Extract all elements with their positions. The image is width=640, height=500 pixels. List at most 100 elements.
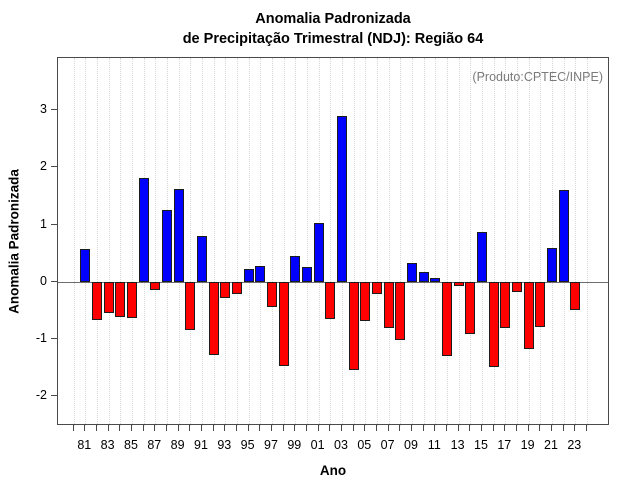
bar-87 <box>150 281 161 291</box>
grid-line <box>587 58 588 426</box>
x-tick <box>154 425 156 431</box>
bar-13 <box>453 281 464 286</box>
grid-line <box>330 58 332 426</box>
grid-line <box>85 58 87 426</box>
x-tick <box>294 425 296 431</box>
x-tick <box>107 425 109 431</box>
grid-line <box>552 58 553 426</box>
bar-94 <box>232 281 242 295</box>
grid-line <box>493 58 495 426</box>
source-annotation: (Produto:CPTEC/INPE) <box>472 70 603 84</box>
x-tick <box>504 425 506 431</box>
x-tick-label: 81 <box>77 438 92 452</box>
chart-title: Anomalia Padronizada <box>255 11 411 27</box>
x-tick-label: 95 <box>240 438 255 452</box>
bar-84 <box>115 281 126 318</box>
x-tick <box>259 425 261 431</box>
bar-95 <box>243 269 254 282</box>
bar-08 <box>395 281 406 341</box>
x-tick <box>399 425 401 431</box>
grid-line <box>458 58 460 426</box>
x-tick <box>364 425 366 431</box>
y-axis-label: Anomalia Padronizada <box>6 169 22 314</box>
bar-03 <box>337 116 347 282</box>
x-tick <box>96 425 97 431</box>
grid-line <box>412 58 413 426</box>
grid-line <box>283 58 285 426</box>
bar-86 <box>138 178 149 282</box>
x-tick <box>527 425 529 431</box>
bar-17 <box>500 281 511 329</box>
y-tick-label: 1 <box>40 216 47 231</box>
x-tick <box>457 425 459 431</box>
bar-16 <box>488 281 499 367</box>
bar-06 <box>372 281 382 295</box>
x-tick-label: 85 <box>124 438 138 452</box>
x-tick <box>224 425 226 431</box>
x-tick-label: 03 <box>334 438 348 452</box>
x-tick-label: 23 <box>567 438 582 452</box>
grid-line <box>295 58 297 426</box>
y-tick <box>51 223 57 225</box>
chart-subtitle: de Precipitação Trimestral (NDJ): Região… <box>182 31 484 47</box>
grid-line <box>120 58 122 426</box>
grid-line <box>353 58 355 426</box>
x-tick <box>166 425 167 431</box>
grid-line <box>108 58 110 426</box>
x-tick <box>411 425 412 431</box>
grid-line <box>540 58 542 426</box>
bar-07 <box>383 281 394 328</box>
grid-line <box>447 58 448 426</box>
grid-line <box>248 58 250 426</box>
x-tick <box>329 425 331 431</box>
bar-22 <box>558 190 569 282</box>
y-tick-label: 3 <box>40 102 47 117</box>
x-tick <box>434 425 436 431</box>
grid-line <box>237 58 238 426</box>
y-tick <box>51 337 57 339</box>
grid-line <box>73 58 75 426</box>
bar-18 <box>512 281 522 292</box>
x-tick <box>119 425 121 431</box>
x-tick-label: 97 <box>264 438 278 452</box>
x-tick <box>131 425 132 431</box>
bar-92 <box>208 281 219 355</box>
y-tick-label: 2 <box>40 159 47 174</box>
bar-91 <box>197 236 207 282</box>
x-tick-label: 07 <box>380 438 395 452</box>
grid-line <box>517 58 518 426</box>
bar-09 <box>407 263 417 282</box>
bar-99 <box>290 256 301 282</box>
grid-line <box>470 58 472 426</box>
x-tick <box>341 425 342 431</box>
grid-line <box>505 58 507 426</box>
x-tick <box>177 425 179 431</box>
x-tick <box>481 425 482 431</box>
x-tick <box>539 425 541 431</box>
x-tick <box>562 425 564 431</box>
x-tick-label: 13 <box>450 438 465 452</box>
grid-line <box>365 58 367 426</box>
x-tick <box>574 425 576 431</box>
x-tick <box>492 425 494 431</box>
x-tick-label: 11 <box>427 438 441 452</box>
x-tick <box>236 425 237 431</box>
grid-line <box>97 58 98 426</box>
y-tick-label: -1 <box>35 330 47 345</box>
grid-line <box>132 58 133 426</box>
x-tick <box>469 425 471 431</box>
y-tick-label: 0 <box>40 273 47 288</box>
grid-line <box>388 58 390 426</box>
bar-83 <box>103 281 114 314</box>
grid-line <box>400 58 402 426</box>
bar-96 <box>255 265 266 282</box>
y-tick <box>51 166 57 168</box>
bar-82 <box>92 281 102 320</box>
grid-line <box>435 58 437 426</box>
bar-98 <box>278 281 289 366</box>
bar-23 <box>570 281 581 310</box>
x-tick <box>317 425 319 431</box>
x-tick <box>306 425 307 431</box>
bar-05 <box>360 281 371 322</box>
